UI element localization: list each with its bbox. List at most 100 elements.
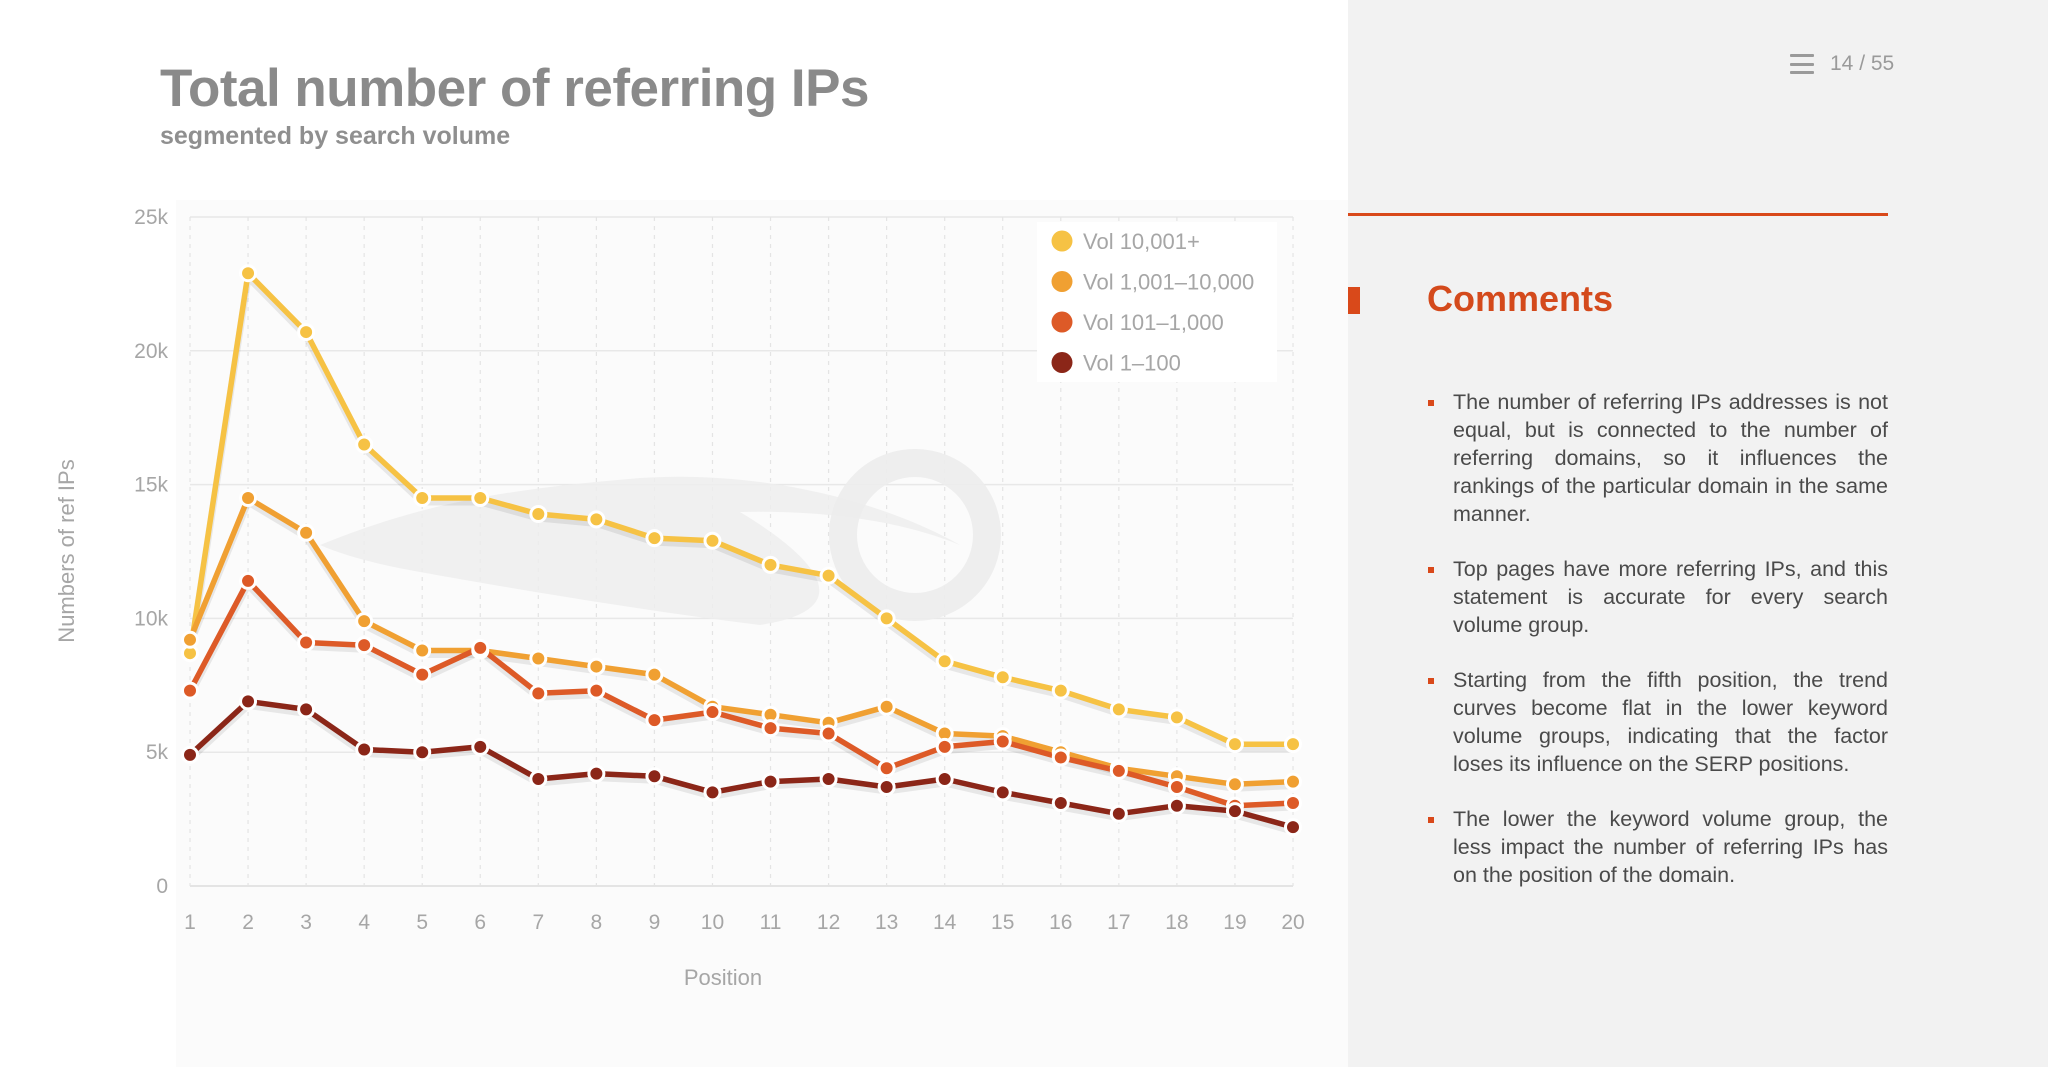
menu-icon[interactable] — [1790, 54, 1814, 74]
page-navigation: 14 / 55 — [1790, 52, 1894, 76]
data-point — [413, 665, 432, 684]
data-point — [1109, 761, 1128, 780]
y-tick-label: 0 — [156, 875, 168, 898]
data-point — [877, 777, 896, 796]
data-point — [355, 636, 374, 655]
watermark-ring — [829, 449, 1001, 621]
data-point — [645, 711, 664, 730]
data-point — [819, 769, 838, 788]
data-point — [355, 435, 374, 454]
data-point — [1225, 735, 1244, 754]
data-point — [1284, 818, 1302, 837]
data-point — [1167, 796, 1186, 815]
comment-text: The lower the keyword volume group, the … — [1453, 807, 1888, 887]
x-tick-label: 4 — [358, 911, 370, 934]
data-point — [993, 668, 1012, 687]
data-point — [703, 531, 722, 550]
x-tick-label: 14 — [933, 911, 957, 934]
x-tick-label: 7 — [532, 911, 544, 934]
x-axis-title: Position — [684, 965, 762, 990]
data-point — [297, 700, 316, 719]
data-point — [297, 523, 316, 542]
data-point — [529, 684, 548, 703]
data-point — [761, 555, 780, 574]
data-point — [1167, 708, 1186, 727]
data-point — [1167, 777, 1186, 796]
data-point — [471, 638, 490, 657]
watermark-shape — [320, 476, 960, 625]
data-point — [703, 783, 722, 802]
bullet-icon — [1428, 567, 1434, 573]
comment-item: The number of referring IPs addresses is… — [1428, 388, 1888, 528]
data-point — [877, 759, 896, 778]
data-point — [471, 488, 490, 507]
legend-marker — [1051, 311, 1073, 333]
x-tick-label: 11 — [760, 911, 782, 934]
data-point — [413, 743, 432, 762]
x-tick-label: 13 — [875, 911, 898, 934]
data-point — [355, 740, 374, 759]
x-tick-label: 8 — [591, 911, 603, 934]
data-point — [819, 566, 838, 585]
data-point — [181, 630, 199, 649]
bullet-icon — [1428, 678, 1434, 684]
legend-label: Vol 1–100 — [1083, 351, 1181, 376]
data-point — [1284, 735, 1302, 754]
data-point — [761, 719, 780, 738]
series-line-shadow — [187, 701, 1294, 835]
y-tick-label: 5k — [146, 741, 169, 764]
series-line — [187, 495, 1296, 788]
data-point — [181, 681, 199, 700]
y-tick-label: 20k — [134, 340, 168, 363]
comment-item: Starting from the fifth position, the tr… — [1428, 666, 1888, 778]
comment-item: Top pages have more referring IPs, and t… — [1428, 555, 1888, 639]
page-subtitle: segmented by search volume — [160, 122, 511, 150]
comments-list: The number of referring IPs addresses is… — [1428, 388, 1888, 916]
data-point — [761, 772, 780, 791]
legend-marker — [1051, 230, 1073, 252]
y-axis-title: Numbers of ref IPs — [54, 459, 79, 642]
x-tick-label: 5 — [416, 911, 428, 934]
data-point — [413, 641, 432, 660]
series-line — [187, 578, 1296, 809]
data-point — [819, 724, 838, 743]
data-point — [645, 665, 664, 684]
legend-marker — [1051, 352, 1073, 373]
comment-item: The lower the keyword volume group, the … — [1428, 805, 1888, 889]
comments-marker — [1348, 287, 1360, 314]
data-point — [645, 767, 664, 786]
x-tick-label: 20 — [1281, 911, 1304, 934]
data-point — [1051, 794, 1070, 813]
data-point — [239, 264, 258, 283]
data-point — [1051, 681, 1070, 700]
x-tick-label: 18 — [1165, 911, 1188, 934]
data-point — [529, 649, 548, 668]
series-line — [187, 270, 1296, 747]
x-tick-label: 9 — [649, 911, 661, 934]
data-point — [529, 769, 548, 788]
comments-heading: Comments — [1427, 278, 1614, 319]
data-point — [587, 681, 606, 700]
bullet-icon — [1428, 817, 1434, 823]
series-line-shadow — [186, 273, 1293, 752]
comment-text: Top pages have more referring IPs, and t… — [1453, 557, 1888, 637]
data-point — [587, 764, 606, 783]
x-tick-label: 6 — [474, 911, 486, 934]
data-point — [1225, 802, 1244, 821]
data-point — [529, 505, 548, 524]
data-point — [587, 657, 606, 676]
data-point — [181, 745, 199, 764]
comment-text: Starting from the fifth position, the tr… — [1453, 668, 1888, 776]
data-point — [239, 488, 258, 507]
legend-label: Vol 10,001+ — [1083, 229, 1200, 254]
data-point — [935, 737, 954, 756]
data-point — [935, 769, 954, 788]
data-point — [993, 732, 1012, 751]
data-point — [1284, 772, 1302, 791]
data-point — [355, 612, 374, 631]
data-point — [239, 692, 258, 711]
data-point — [297, 633, 316, 652]
data-point — [1109, 700, 1128, 719]
y-tick-label: 10k — [134, 607, 168, 630]
